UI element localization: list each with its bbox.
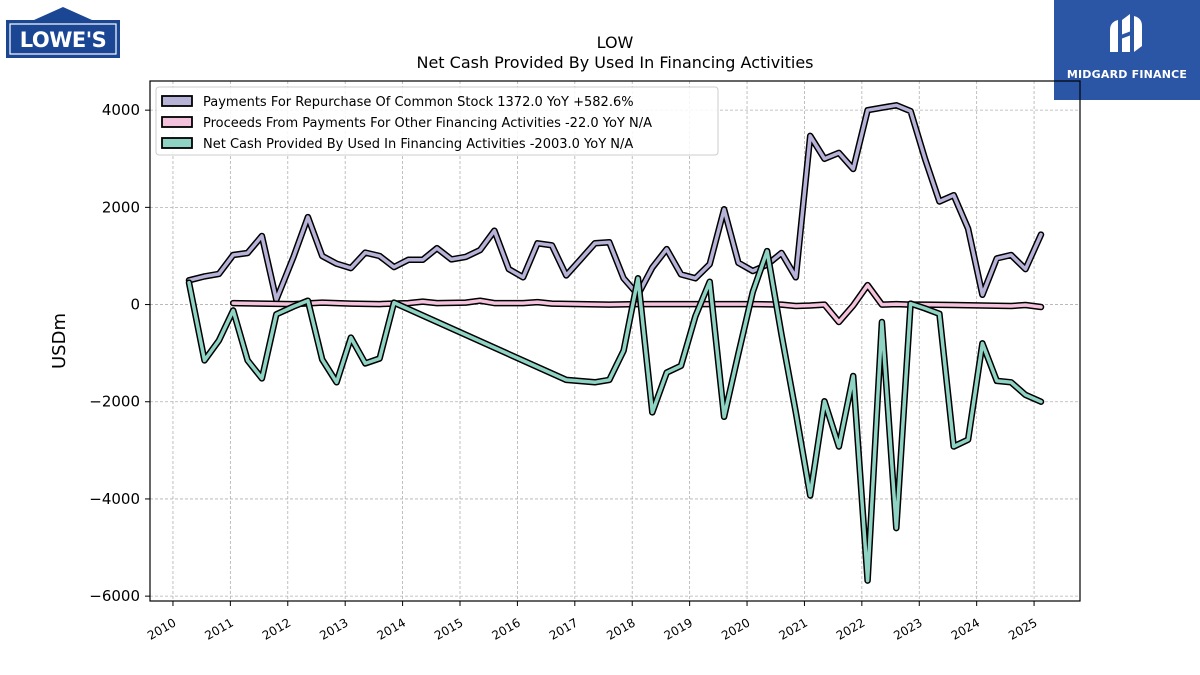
y-tick-label: −6000	[89, 587, 140, 605]
legend-swatch	[161, 116, 193, 128]
y-tick-label: 2000	[102, 198, 140, 216]
legend-swatch	[161, 137, 193, 149]
x-tick-label: 2019	[662, 615, 695, 642]
x-tick-label: 2018	[604, 615, 637, 642]
x-tick-label: 2022	[834, 615, 867, 642]
x-tick-label: 2021	[776, 615, 809, 642]
y-axis: −6000 −4000 −2000 0 2000 4000	[89, 101, 150, 605]
lowes-logo-text: LOWE'S	[20, 28, 107, 52]
x-tick-label: 2011	[202, 615, 235, 642]
x-axis: 2010 2011 2012 2013 2014 2015 2016 2017 2018 2019…	[145, 601, 1040, 643]
x-tick-label: 2025	[1006, 615, 1039, 642]
x-tick-label: 2014	[375, 615, 408, 642]
y-tick-label: −2000	[89, 393, 140, 411]
y-tick-label: 4000	[102, 101, 140, 119]
chart-title: LOW	[597, 33, 634, 52]
plot-frame	[149, 80, 1081, 602]
series-layer	[185, 102, 1045, 584]
x-tick-label: 2017	[547, 615, 580, 642]
lowes-logo: LOWE'S	[6, 7, 120, 58]
y-tick-label: 0	[130, 296, 140, 314]
midgard-mark-icon	[1110, 14, 1142, 52]
midgard-finance-logo: MIDGARD FINANCE	[1054, 0, 1200, 100]
x-tick-label: 2024	[949, 615, 982, 642]
x-tick-label: 2023	[891, 615, 924, 642]
series-line-0	[187, 103, 1043, 302]
legend-label: Proceeds From Payments For Other Financi…	[203, 116, 652, 131]
legend-swatch	[161, 95, 193, 107]
midgard-logo-text: MIDGARD FINANCE	[1066, 68, 1188, 81]
chart-subtitle: Net Cash Provided By Used In Financing A…	[416, 53, 813, 72]
x-tick-label: 2015	[432, 615, 465, 642]
legend-label: Payments For Repurchase Of Common Stock …	[203, 95, 634, 110]
legend-label: Net Cash Provided By Used In Financing A…	[203, 137, 633, 152]
y-tick-label: −4000	[89, 490, 140, 508]
x-tick-label: 2020	[719, 615, 752, 642]
legend-box	[155, 86, 719, 156]
y-axis-label: USDm	[49, 313, 70, 369]
x-tick-label: 2016	[489, 615, 522, 642]
legend: Payments For Repurchase Of Common Stock …	[155, 86, 719, 156]
x-tick-label: 2010	[145, 615, 178, 642]
x-tick-label: 2013	[317, 615, 350, 642]
x-tick-label: 2012	[260, 615, 293, 642]
series-line-2	[187, 249, 1043, 583]
